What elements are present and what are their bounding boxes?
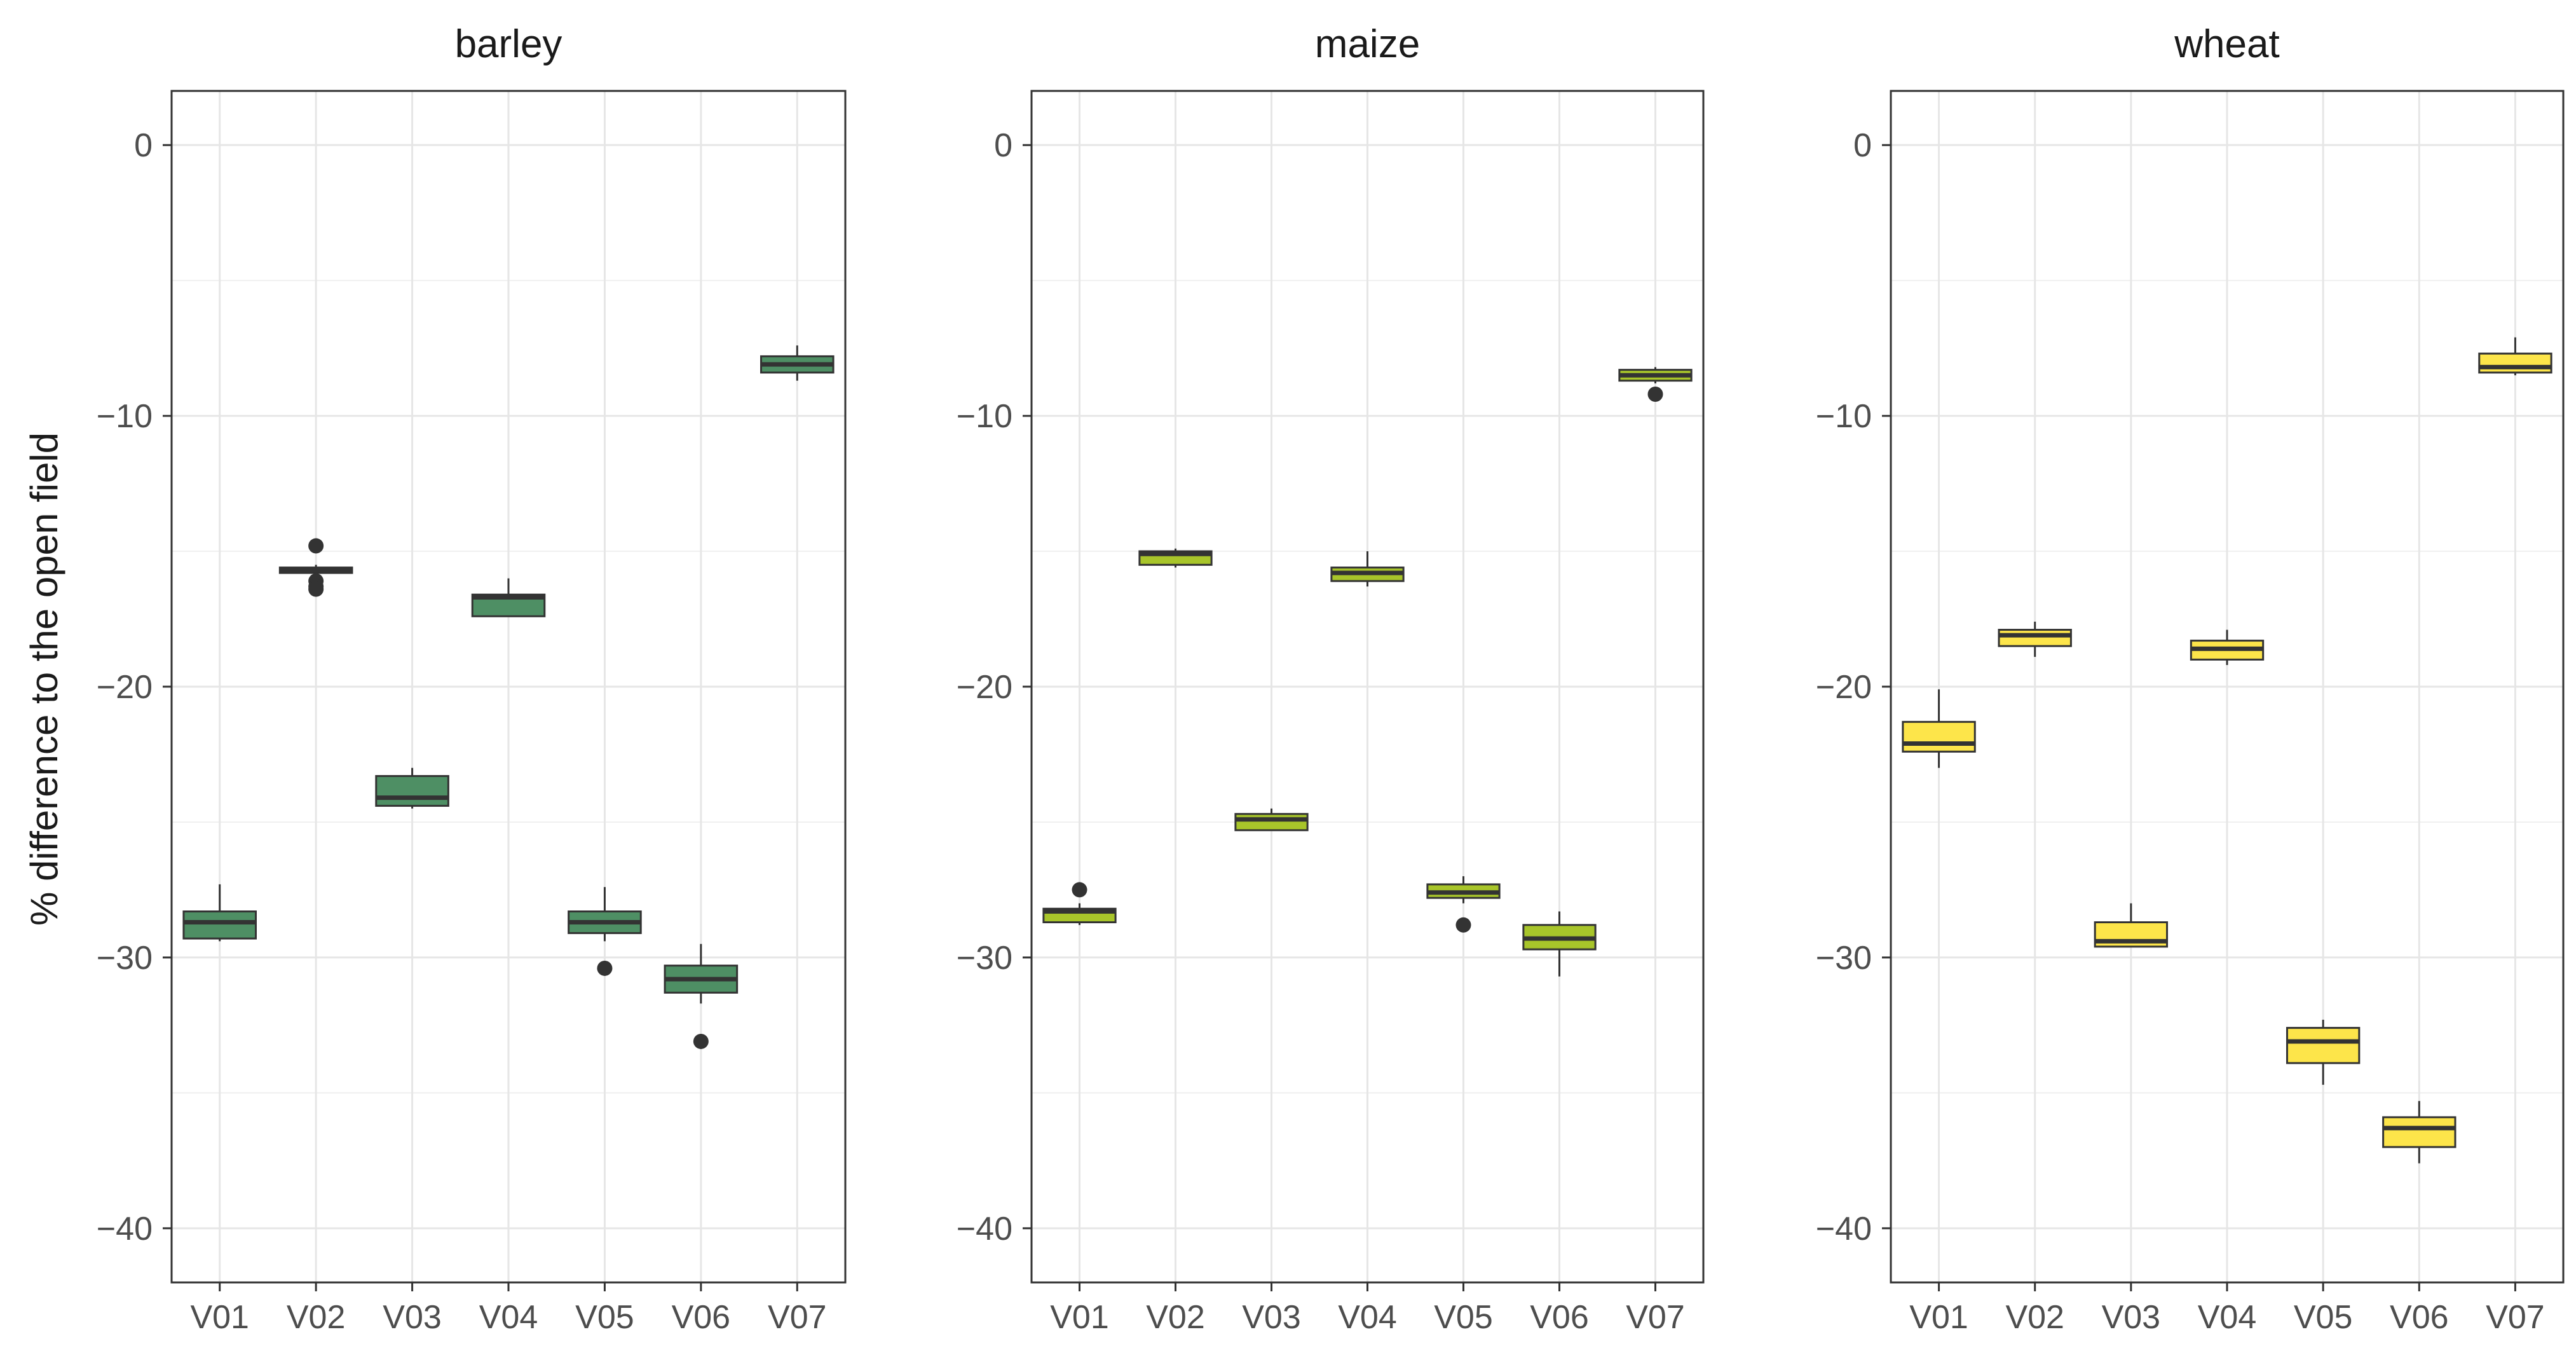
box-body bbox=[1902, 720, 1976, 753]
y-axis-title: % difference to the open field bbox=[23, 432, 65, 926]
box-wheat-V04 bbox=[2190, 629, 2265, 665]
facet-title: barley bbox=[455, 22, 562, 66]
box-body bbox=[375, 775, 449, 807]
outlier-point bbox=[308, 538, 324, 554]
box-barley-V05 bbox=[568, 887, 642, 976]
facet-title: wheat bbox=[2174, 22, 2279, 66]
box-wheat-V03 bbox=[2094, 903, 2169, 948]
box-barley-V03 bbox=[375, 767, 449, 809]
x-tick-label: V06 bbox=[1530, 1299, 1589, 1336]
x-tick-label: V04 bbox=[479, 1299, 538, 1336]
y-tick-label: −10 bbox=[1816, 398, 1872, 435]
x-tick-label: V03 bbox=[383, 1299, 442, 1336]
y-tick-label: −10 bbox=[957, 398, 1012, 435]
y-tick-label: −40 bbox=[97, 1211, 153, 1247]
box-maize-V07 bbox=[1618, 367, 1693, 402]
outlier-point bbox=[597, 960, 613, 976]
box-wheat-V05 bbox=[2286, 1019, 2361, 1085]
box-barley-V06 bbox=[664, 944, 739, 1049]
y-tick-label: −20 bbox=[1816, 669, 1872, 706]
box-barley-V02 bbox=[278, 538, 353, 597]
box-wheat-V06 bbox=[2382, 1101, 2457, 1164]
box-wheat-V07 bbox=[2478, 337, 2552, 376]
outlier-point bbox=[1072, 882, 1087, 898]
y-tick-label: 0 bbox=[1853, 127, 1872, 164]
box-maize-V03 bbox=[1234, 808, 1309, 832]
x-tick-label: V07 bbox=[2486, 1299, 2545, 1336]
x-tick-label: V05 bbox=[1434, 1299, 1493, 1336]
facet-title: maize bbox=[1315, 22, 1420, 66]
box-maize-V06 bbox=[1522, 911, 1597, 977]
box-wheat-V02 bbox=[1998, 621, 2072, 657]
box-wheat-V01 bbox=[1902, 689, 1976, 768]
x-tick-label: V04 bbox=[1338, 1299, 1397, 1336]
outlier-point bbox=[693, 1033, 709, 1049]
box-maize-V01 bbox=[1042, 882, 1117, 925]
x-tick-label: V01 bbox=[1050, 1299, 1109, 1336]
facet-wheat: wheat 0 −10 −20 −30 −40 V01 V02 V03 V04 V05 V06 V07 bbox=[1816, 22, 2565, 1336]
y-tick-label: −10 bbox=[97, 398, 153, 435]
box-barley-V04 bbox=[471, 578, 546, 617]
x-tick-label: V04 bbox=[2198, 1299, 2257, 1336]
x-tick-label: V02 bbox=[1146, 1299, 1205, 1336]
y-tick-label: −20 bbox=[97, 669, 153, 706]
box-barley-V07 bbox=[760, 345, 835, 381]
x-tick-label: V03 bbox=[2102, 1299, 2161, 1336]
outlier-point bbox=[308, 581, 324, 597]
y-tick-label: −40 bbox=[1816, 1211, 1872, 1247]
y-tick-label: −30 bbox=[1816, 940, 1872, 977]
y-tick-label: −30 bbox=[957, 940, 1012, 977]
y-tick-label: 0 bbox=[134, 127, 153, 164]
x-tick-label: V02 bbox=[2005, 1299, 2064, 1336]
box-body bbox=[182, 910, 257, 940]
box-body bbox=[1998, 629, 2072, 647]
outlier-point bbox=[1647, 387, 1663, 402]
x-tick-label: V02 bbox=[287, 1299, 346, 1336]
box-body bbox=[1234, 813, 1309, 832]
x-tick-label: V01 bbox=[190, 1299, 249, 1336]
box-barley-V01 bbox=[182, 884, 257, 942]
x-tick-label: V07 bbox=[1626, 1299, 1685, 1336]
x-tick-label: V07 bbox=[768, 1299, 827, 1336]
box-body bbox=[2478, 352, 2552, 374]
x-tick-label: V05 bbox=[2294, 1299, 2353, 1336]
box-body bbox=[2286, 1027, 2361, 1064]
x-tick-label: V06 bbox=[2390, 1299, 2449, 1336]
y-tick-label: −30 bbox=[97, 940, 153, 977]
box-maize-V02 bbox=[1138, 548, 1213, 568]
x-tick-label: V03 bbox=[1242, 1299, 1301, 1336]
y-tick-label: −20 bbox=[957, 669, 1012, 706]
x-tick-label: V05 bbox=[575, 1299, 634, 1336]
y-tick-label: −40 bbox=[957, 1211, 1012, 1247]
facet-barley: barley 0 −10 −20 −30 −40 V01 V02 V03 V04 V05 V06 V07 bbox=[97, 22, 847, 1336]
outlier-point bbox=[1455, 917, 1471, 933]
y-tick-label: 0 bbox=[994, 127, 1012, 164]
box-maize-V05 bbox=[1426, 876, 1501, 933]
box-maize-V04 bbox=[1330, 551, 1405, 587]
x-tick-label: V06 bbox=[672, 1299, 731, 1336]
box-body bbox=[2382, 1116, 2457, 1148]
facet-maize: maize 0 −10 −20 −30 −40 V01 V02 V03 V04 V05 V06 V07 bbox=[957, 22, 1705, 1336]
x-tick-label: V01 bbox=[1909, 1299, 1968, 1336]
